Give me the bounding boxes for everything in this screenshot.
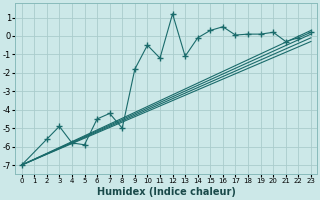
X-axis label: Humidex (Indice chaleur): Humidex (Indice chaleur) xyxy=(97,187,236,197)
